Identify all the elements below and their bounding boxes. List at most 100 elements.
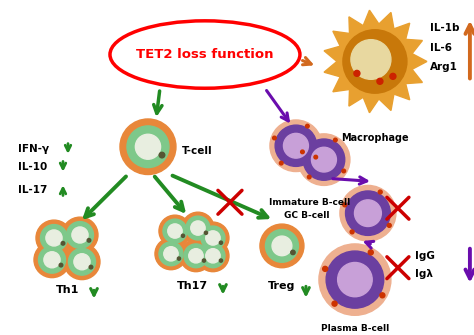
Circle shape xyxy=(127,126,169,168)
Text: IL-17: IL-17 xyxy=(18,185,47,195)
Circle shape xyxy=(74,254,90,270)
Circle shape xyxy=(314,155,318,159)
Circle shape xyxy=(38,247,65,273)
Circle shape xyxy=(204,231,208,234)
Text: Th17: Th17 xyxy=(177,281,208,290)
Circle shape xyxy=(270,120,322,172)
Circle shape xyxy=(46,230,62,246)
Circle shape xyxy=(342,169,346,173)
Circle shape xyxy=(159,215,191,247)
Circle shape xyxy=(326,251,384,308)
Text: Treg: Treg xyxy=(268,281,295,290)
Circle shape xyxy=(387,223,391,227)
Circle shape xyxy=(319,244,391,315)
Circle shape xyxy=(350,230,354,234)
Circle shape xyxy=(120,119,176,175)
Circle shape xyxy=(298,134,350,185)
Text: Macrophage: Macrophage xyxy=(341,133,409,143)
Circle shape xyxy=(206,231,220,245)
Circle shape xyxy=(332,301,337,306)
Circle shape xyxy=(377,78,383,84)
Circle shape xyxy=(64,244,100,280)
Text: IL-1b: IL-1b xyxy=(430,23,459,33)
Ellipse shape xyxy=(110,21,300,88)
Circle shape xyxy=(163,219,187,243)
Circle shape xyxy=(72,227,88,243)
Circle shape xyxy=(44,252,60,268)
Circle shape xyxy=(68,248,95,275)
Circle shape xyxy=(66,222,93,248)
Circle shape xyxy=(378,190,382,194)
Circle shape xyxy=(177,257,181,260)
Circle shape xyxy=(202,259,206,262)
Polygon shape xyxy=(324,10,427,113)
Text: Arg1: Arg1 xyxy=(430,62,458,72)
Circle shape xyxy=(201,244,225,268)
Circle shape xyxy=(136,134,161,159)
Circle shape xyxy=(201,226,225,250)
Circle shape xyxy=(191,221,205,235)
Circle shape xyxy=(303,139,345,180)
Circle shape xyxy=(323,266,328,271)
Circle shape xyxy=(40,224,67,251)
Circle shape xyxy=(340,185,396,241)
Circle shape xyxy=(34,242,70,278)
Circle shape xyxy=(168,224,182,238)
Text: Immature B-cell: Immature B-cell xyxy=(269,198,351,207)
Circle shape xyxy=(272,236,292,256)
Circle shape xyxy=(219,241,223,244)
Circle shape xyxy=(206,249,220,263)
Circle shape xyxy=(260,224,304,268)
Circle shape xyxy=(354,70,360,76)
Circle shape xyxy=(197,240,229,272)
Text: IFN-γ: IFN-γ xyxy=(18,144,49,154)
Circle shape xyxy=(306,124,309,128)
Text: IL-10: IL-10 xyxy=(18,161,47,172)
Circle shape xyxy=(180,240,212,272)
Circle shape xyxy=(184,244,208,268)
Circle shape xyxy=(87,239,91,242)
Circle shape xyxy=(291,250,295,255)
Circle shape xyxy=(89,265,93,269)
Circle shape xyxy=(186,216,210,240)
Circle shape xyxy=(159,152,165,158)
Circle shape xyxy=(36,220,72,256)
Text: Th1: Th1 xyxy=(56,284,79,294)
Circle shape xyxy=(343,30,407,93)
Text: GC B-cell: GC B-cell xyxy=(284,211,330,220)
Circle shape xyxy=(62,217,98,253)
Circle shape xyxy=(368,250,374,255)
Circle shape xyxy=(311,147,337,172)
Circle shape xyxy=(355,200,382,226)
Circle shape xyxy=(308,175,311,179)
Text: IL-6: IL-6 xyxy=(430,43,452,53)
Circle shape xyxy=(155,238,187,270)
Text: T-cell: T-cell xyxy=(182,146,212,156)
Circle shape xyxy=(283,133,309,158)
Circle shape xyxy=(380,293,385,298)
Circle shape xyxy=(182,234,184,238)
Circle shape xyxy=(275,125,317,166)
Circle shape xyxy=(273,136,276,140)
Circle shape xyxy=(59,263,63,267)
Circle shape xyxy=(351,40,391,79)
Circle shape xyxy=(334,138,337,142)
Circle shape xyxy=(197,222,229,254)
Circle shape xyxy=(219,259,223,262)
Circle shape xyxy=(337,263,372,297)
Text: IgG: IgG xyxy=(415,251,435,261)
Text: Plasma B-cell: Plasma B-cell xyxy=(321,324,389,333)
Circle shape xyxy=(182,212,214,244)
Circle shape xyxy=(189,249,203,263)
Circle shape xyxy=(164,247,178,261)
Circle shape xyxy=(301,150,304,154)
Circle shape xyxy=(390,73,396,79)
Text: TET2 loss function: TET2 loss function xyxy=(136,48,273,61)
Circle shape xyxy=(159,242,183,266)
Circle shape xyxy=(279,161,283,165)
Circle shape xyxy=(265,229,299,262)
Circle shape xyxy=(346,191,390,236)
Text: Igλ: Igλ xyxy=(415,269,433,279)
Circle shape xyxy=(61,242,65,245)
Circle shape xyxy=(343,203,347,207)
